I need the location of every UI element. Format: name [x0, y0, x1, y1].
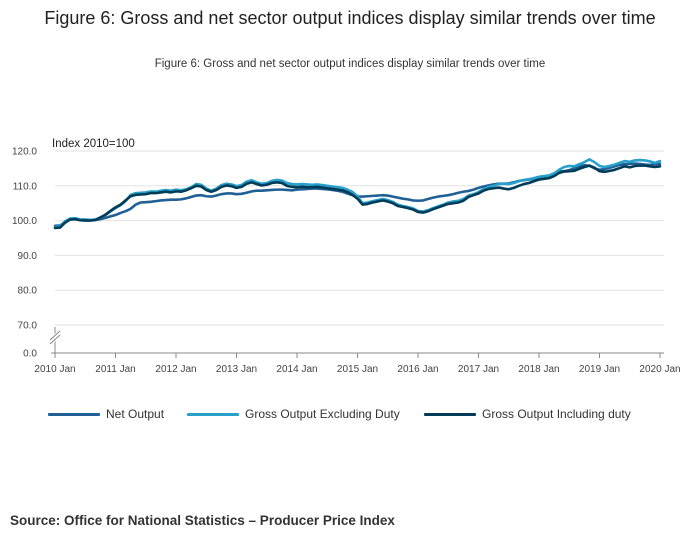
y-tick-label: 70.0	[18, 321, 38, 332]
legend-label-gross-incl-duty: Gross Output Including duty	[482, 407, 631, 421]
x-axis: 2010 Jan 2011 Jan 2012 Jan 2013 Jan 2014 Jan…	[34, 352, 681, 375]
x-tick-label: 2020 Jan	[639, 364, 680, 375]
x-tick-label: 2015 Jan	[337, 364, 378, 375]
legend-item-net-output[interactable]: Net Output	[48, 407, 164, 421]
x-tick-label: 2018 Jan	[518, 364, 559, 375]
x-tick-label: 2013 Jan	[216, 364, 257, 375]
x-tick-label: 2019 Jan	[579, 364, 620, 375]
x-tick-label: 2014 Jan	[276, 364, 317, 375]
grid-lines	[48, 150, 664, 353]
source-note: Source: Office for National Statistics –…	[10, 513, 395, 528]
y-tick-label: 0.0	[23, 349, 37, 360]
legend-swatch-gross-incl-duty	[424, 412, 476, 416]
y-axis-label: Index 2010=100	[52, 138, 135, 150]
series-line-gross-incl-duty[interactable]	[53, 164, 662, 230]
y-tick-label: 100.0	[12, 216, 37, 227]
y-tick-label: 80.0	[18, 286, 38, 297]
x-tick-label: 2016 Jan	[397, 364, 438, 375]
x-tick-label: 2012 Jan	[155, 364, 196, 375]
x-tick-label: 2010 Jan	[34, 364, 75, 375]
legend-swatch-net-output	[48, 412, 100, 416]
legend-swatch-gross-excl-duty	[187, 412, 239, 416]
x-tick-label: 2017 Jan	[458, 364, 499, 375]
legend-item-gross-excl-duty[interactable]: Gross Output Excluding Duty	[187, 407, 400, 421]
axis-break-icon	[49, 330, 61, 345]
y-tick-label: 120.0	[12, 147, 37, 158]
y-tick-label: 110.0	[13, 181, 38, 192]
chart-title: Figure 6: Gross and net sector output in…	[44, 8, 656, 28]
x-tick-label: 2011 Jan	[95, 364, 135, 375]
legend-item-gross-incl-duty[interactable]: Gross Output Including duty	[424, 407, 631, 421]
legend-label-net-output: Net Output	[106, 407, 165, 421]
series-line-gross-excl-duty[interactable]	[53, 158, 662, 229]
legend: Net Output Gross Output Excluding Duty G…	[48, 407, 688, 427]
series-lines	[53, 158, 662, 230]
y-tick-label: 90.0	[18, 251, 38, 262]
legend-label-gross-excl-duty: Gross Output Excluding Duty	[245, 407, 400, 421]
chart-subtitle: Figure 6: Gross and net sector output in…	[154, 58, 546, 70]
y-tick-labels: 0.0 70.0 80.0 90.0 100.0 110.0 120.0	[12, 147, 37, 360]
